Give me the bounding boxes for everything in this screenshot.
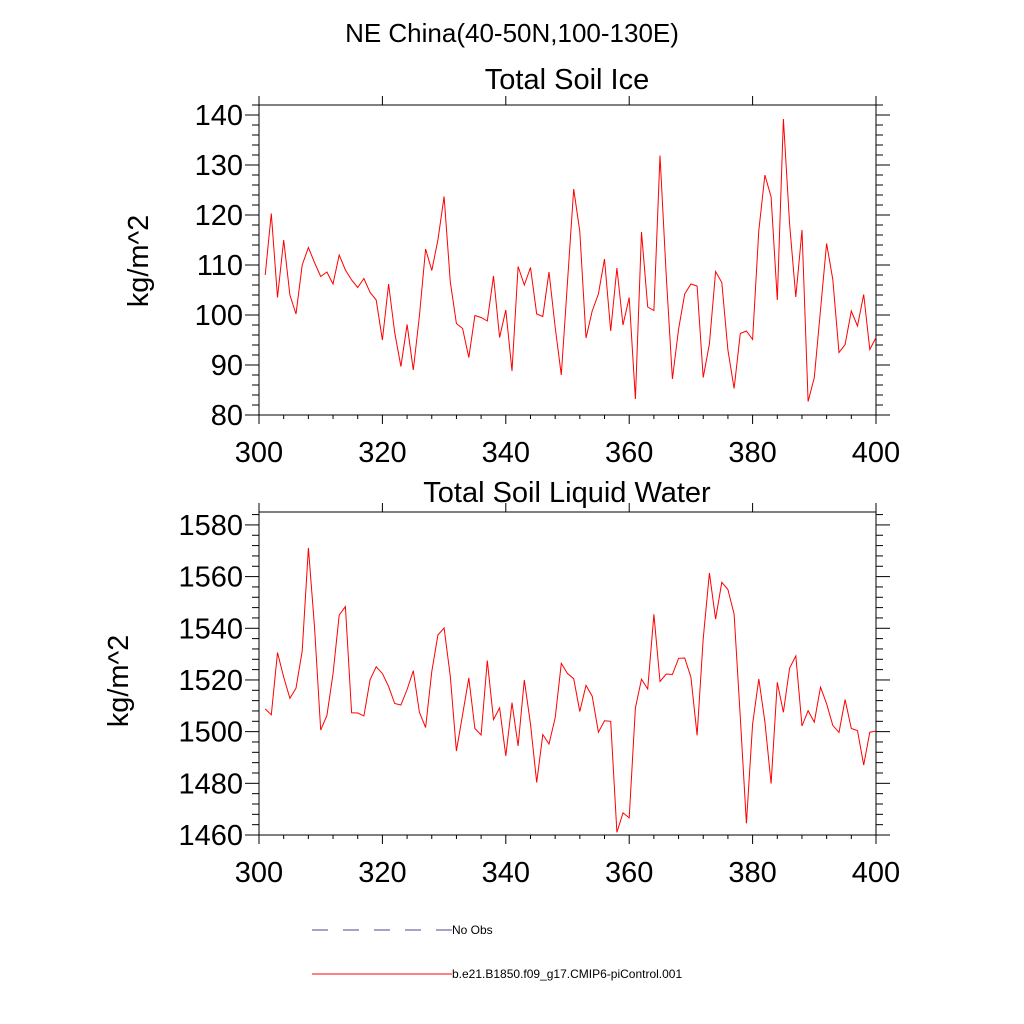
soil-liquid-water-ytick-label: 1480 — [178, 768, 243, 800]
legend: No Obs b.e21.B1850.f09_g17.CMIP6-piContr… — [312, 923, 682, 981]
soil-liquid-water-panel: Total Soil Liquid Water kg/m^2 300 320 340… — [103, 477, 900, 889]
soil-ice-series-line — [264, 118, 877, 402]
soil-ice-ytick-label: 120 — [195, 200, 243, 232]
soil-ice-panel: Total Soil Ice kg/m^2 300 320 340 360 380 400… — [123, 64, 900, 469]
soil-ice-xtick-label: 400 — [852, 437, 900, 469]
soil-ice-ytick-label: 110 — [197, 250, 243, 282]
soil-ice-ytick-label: 100 — [195, 300, 243, 332]
soil-liquid-water-axes: 300 320 340 360 380 400 1460 1480 1500 1520 1540 15… — [178, 503, 900, 889]
soil-liquid-water-ytick-label: 1560 — [178, 562, 243, 594]
soil-liquid-water-xtick-label: 340 — [482, 857, 530, 889]
soil-ice-title: Total Soil Ice — [485, 64, 649, 96]
soil-ice-ylabel: kg/m^2 — [123, 215, 155, 308]
soil-liquid-water-ytick-label: 1460 — [178, 820, 243, 852]
soil-liquid-water-xtick-label: 300 — [235, 857, 283, 889]
soil-ice-ytick-label: 140 — [195, 100, 243, 132]
soil-liquid-water-plot-frame — [258, 511, 877, 836]
soil-liquid-water-xtick-label: 320 — [358, 857, 406, 889]
soil-ice-ytick-label: 80 — [211, 400, 243, 432]
soil-liquid-water-xtick-label: 380 — [728, 857, 776, 889]
soil-ice-xtick-label: 320 — [358, 437, 406, 469]
soil-ice-ytick-label: 130 — [195, 150, 243, 182]
soil-liquid-water-ytick-label: 1580 — [178, 510, 243, 542]
legend-no-obs-label: No Obs — [452, 923, 493, 937]
soil-ice-ytick-label: 90 — [211, 350, 243, 382]
figure-title: NE China(40-50N,100-130E) — [345, 18, 679, 48]
legend-model-label: b.e21.B1850.f09_g17.CMIP6-piControl.001 — [452, 967, 682, 981]
soil-liquid-water-ytick-label: 1500 — [178, 717, 243, 749]
soil-ice-xtick-label: 360 — [605, 437, 653, 469]
soil-ice-plot-frame — [258, 104, 877, 416]
soil-liquid-water-ytick-label: 1520 — [178, 665, 243, 697]
soil-liquid-water-series-line — [264, 547, 877, 833]
soil-liquid-water-xtick-label: 360 — [605, 857, 653, 889]
soil-ice-axes: 300 320 340 360 380 400 80 90 100 110 120 130 140 — [195, 96, 900, 469]
soil-liquid-water-ytick-label: 1540 — [178, 613, 243, 645]
soil-ice-xtick-label: 380 — [728, 437, 776, 469]
soil-ice-xtick-label: 340 — [482, 437, 530, 469]
soil-ice-xtick-label: 300 — [235, 437, 283, 469]
soil-liquid-water-xtick-label: 400 — [852, 857, 900, 889]
soil-liquid-water-title: Total Soil Liquid Water — [423, 477, 711, 509]
soil-liquid-water-ylabel: kg/m^2 — [103, 635, 135, 728]
